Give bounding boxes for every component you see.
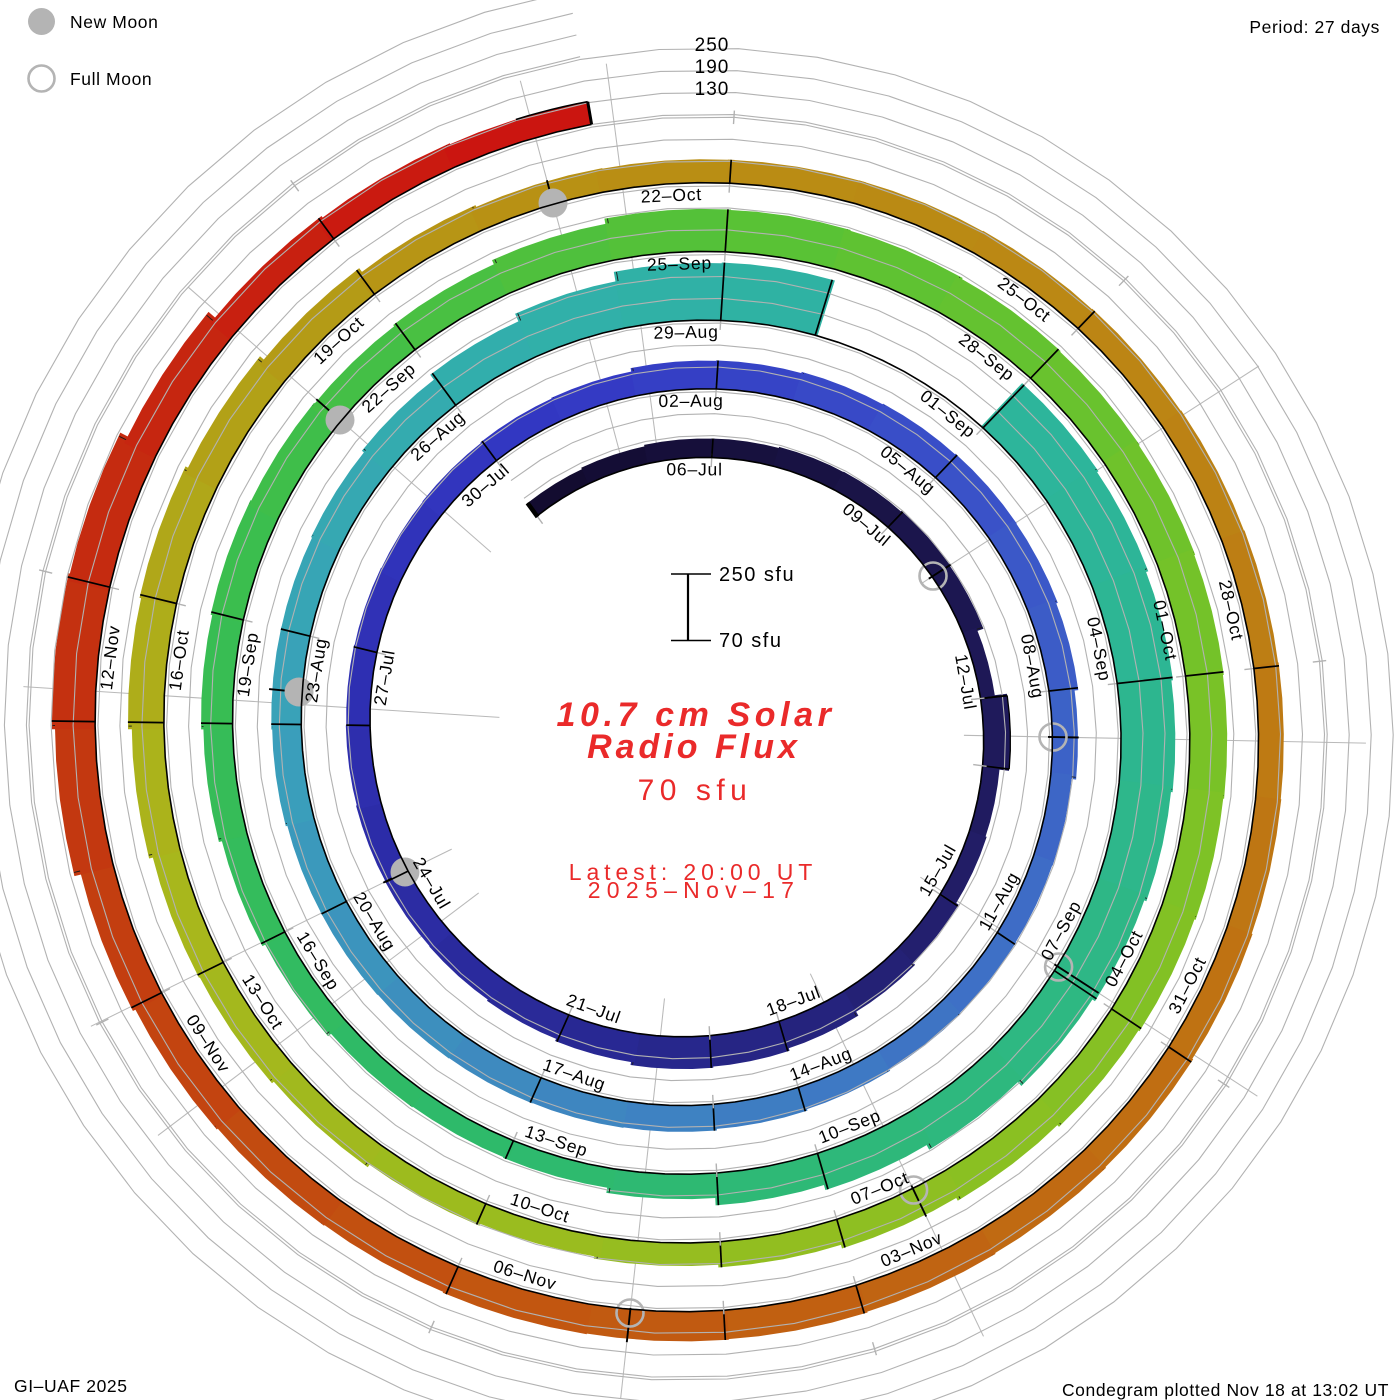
svg-text:22–Oct: 22–Oct	[640, 184, 702, 207]
svg-text:70 sfu: 70 sfu	[638, 774, 753, 807]
svg-text:29–Aug: 29–Aug	[653, 322, 719, 343]
svg-text:Condegram plotted Nov 18 at 13: Condegram plotted Nov 18 at 13:02 UT	[1062, 1380, 1389, 1400]
svg-text:02–Aug: 02–Aug	[658, 390, 723, 411]
svg-text:GI–UAF 2025: GI–UAF 2025	[14, 1376, 128, 1396]
svg-text:Radio Flux: Radio Flux	[587, 728, 801, 766]
svg-text:2025–Nov–17: 2025–Nov–17	[588, 877, 801, 903]
svg-text:Latest: 20:00 UT: Latest: 20:00 UT	[569, 859, 817, 885]
svg-text:70 sfu: 70 sfu	[719, 630, 782, 652]
svg-text:250 sfu: 250 sfu	[719, 564, 795, 586]
svg-text:190: 190	[695, 57, 730, 78]
svg-text:Full Moon: Full Moon	[70, 69, 152, 89]
svg-text:Period: 27 days: Period: 27 days	[1249, 17, 1380, 37]
svg-text:New Moon: New Moon	[70, 12, 158, 32]
svg-text:06–Jul: 06–Jul	[666, 459, 722, 479]
svg-text:25–Sep: 25–Sep	[647, 253, 713, 275]
svg-text:10.7 cm Solar: 10.7 cm Solar	[556, 696, 835, 734]
svg-text:130: 130	[695, 79, 730, 100]
svg-text:250: 250	[695, 35, 730, 56]
